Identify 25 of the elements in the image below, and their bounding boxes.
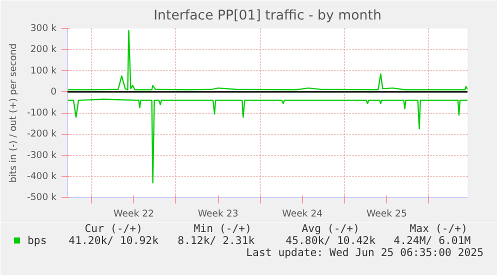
text: 45.80k/ 10.42k: [286, 234, 376, 247]
y-tick-label: -500 k: [26, 192, 58, 203]
text: Max (-/+): [410, 222, 468, 235]
text: Cur (-/+): [84, 222, 143, 235]
y-tick-label: -200 k: [26, 128, 58, 140]
y-tick-label: -400 k: [26, 170, 58, 182]
y-tick-label: 300 k: [30, 23, 58, 34]
text: 8.12k/ 2.31k: [178, 234, 256, 247]
text: 41.20k/ 10.92k: [68, 234, 160, 247]
chart-title: Interface PP[01] traffic - by month: [154, 8, 382, 24]
y-tick-label: 200 k: [30, 44, 58, 56]
text: 4.24M/ 6.01M: [394, 234, 471, 247]
x-tick-label: Week 23: [198, 208, 238, 220]
y-tick-label: -300 k: [26, 150, 58, 161]
x-tick-label: Week 22: [114, 208, 154, 220]
y-tick-label: 0: [50, 86, 57, 98]
text: Last update: Wed Jun 25 06:35:00 2025: [246, 246, 484, 259]
y-tick-label: 100 k: [30, 65, 58, 76]
y-tick-label: -100 k: [26, 108, 58, 118]
legend-label: bps: [28, 234, 47, 247]
y-axis-title: bits in (-) / out (+) per second: [8, 43, 19, 183]
x-tick-label: Week 25: [366, 208, 407, 220]
text: Min (-/+): [194, 222, 252, 235]
x-tick-label: Week 24: [282, 208, 323, 220]
text: Avg (-/+): [302, 222, 360, 235]
